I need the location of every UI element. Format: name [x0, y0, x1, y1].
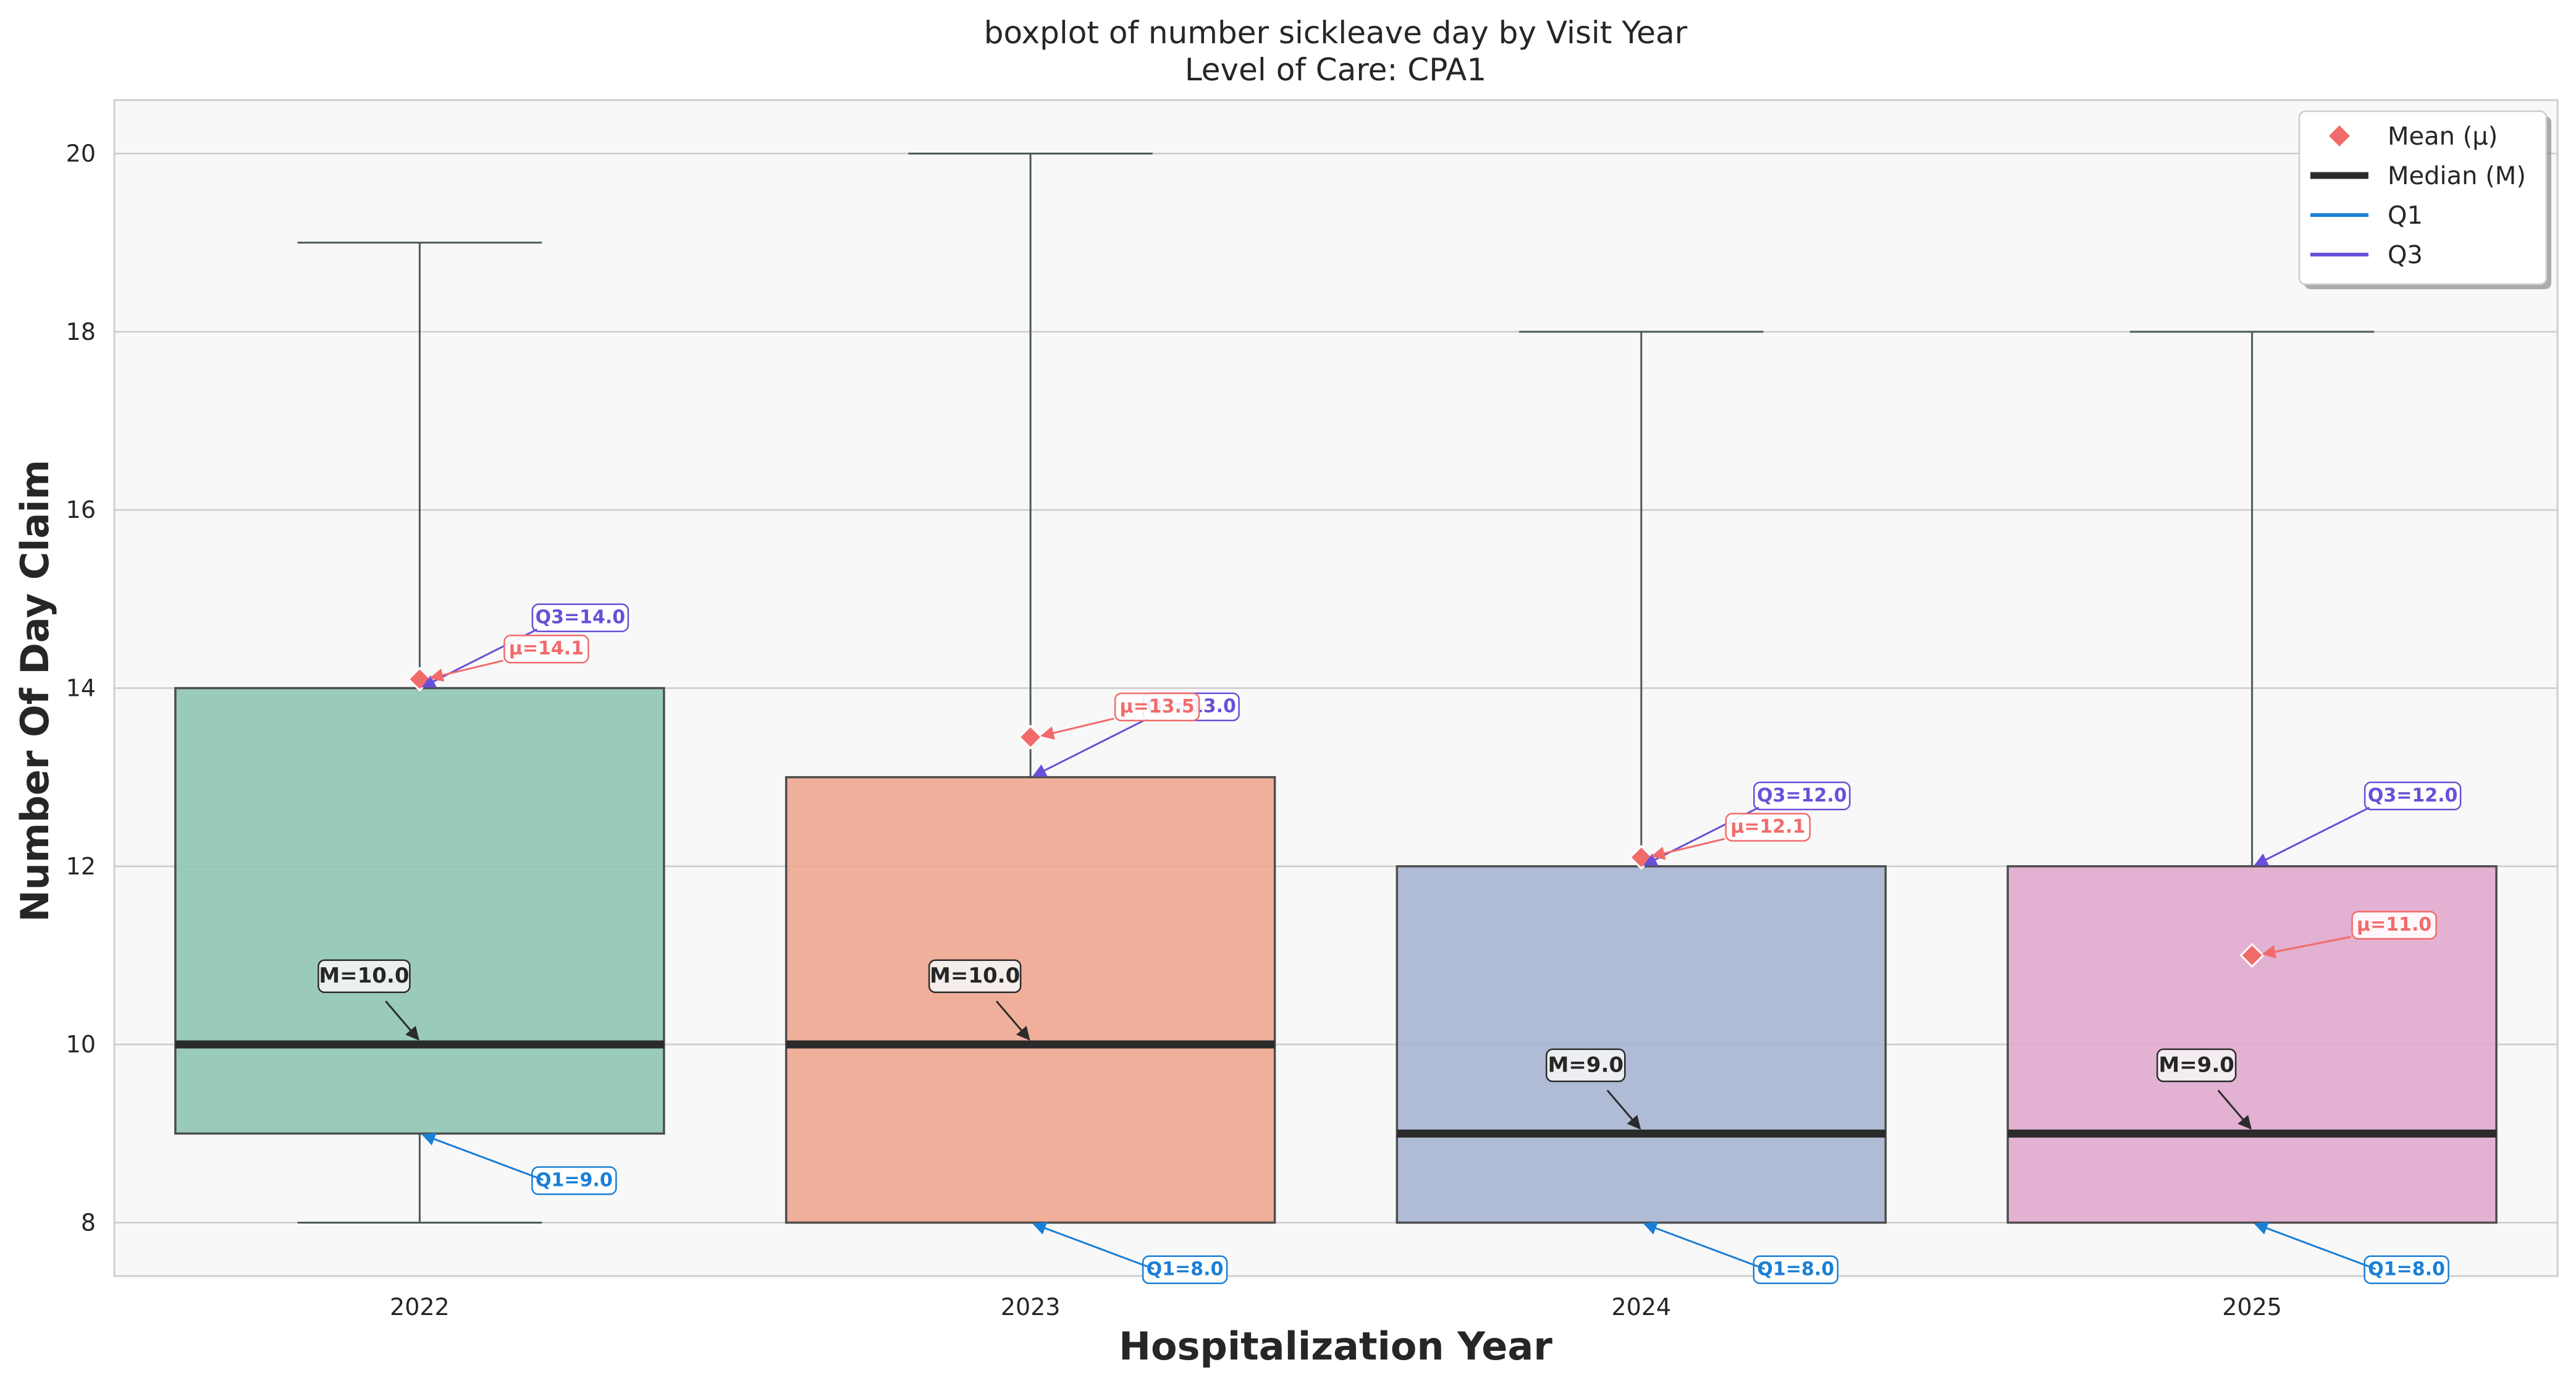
median-label-text: M=10.0	[930, 963, 1020, 988]
median-label: M=9.0	[1546, 1048, 1626, 1083]
q3-label-text: Q3=14.0	[536, 607, 626, 628]
mean-label-box	[2351, 910, 2437, 940]
mean-label: μ=11.0	[2351, 910, 2437, 940]
median-arrow	[385, 1000, 419, 1041]
mean-arrow	[1651, 837, 1725, 860]
median-label-box	[928, 959, 1022, 994]
box-2022	[174, 687, 665, 1135]
q3-label-text: Q3=12.0	[2368, 785, 2458, 806]
legend-label: Median (M)	[2388, 162, 2526, 190]
q3-label-box	[2363, 781, 2462, 811]
q1-label-text: Q1=8.0	[2368, 1259, 2445, 1280]
mean-arrow	[429, 659, 503, 682]
q1-arrow	[2254, 1222, 2376, 1270]
legend-frame	[2298, 110, 2548, 285]
q1-label: Q1=9.0	[531, 1166, 617, 1195]
legend-label: Mean (μ)	[2388, 122, 2498, 151]
mean-label-text: μ=14.1	[509, 638, 584, 659]
q3-label-text: Q3=12.0	[1757, 785, 1847, 806]
q1-label-box	[1753, 1255, 1839, 1284]
q3-label: Q3=12.0	[2363, 781, 2462, 811]
box-2024	[1395, 865, 1887, 1224]
median-arrow	[995, 1000, 1030, 1041]
x-tick-label: 2023	[1001, 1293, 1061, 1321]
mean-label-box	[1114, 692, 1200, 722]
y-axis-label: Number Of Day Claim	[12, 460, 57, 922]
median-label-box	[2156, 1048, 2237, 1083]
y-tick-label: 12	[66, 853, 96, 880]
median-arrow	[2217, 1089, 2252, 1130]
q3-label: Q3=12.0	[1753, 781, 1851, 811]
q1-label-box	[2363, 1255, 2449, 1284]
x-tick-label: 2022	[390, 1293, 450, 1321]
median-label: M=10.0	[318, 959, 411, 994]
q1-label-text: Q1=8.0	[1147, 1259, 1224, 1280]
mean-marker	[1018, 724, 1043, 750]
q1-label-box	[1142, 1255, 1228, 1284]
y-tick-label: 10	[66, 1031, 96, 1058]
q1-label-box	[531, 1166, 617, 1195]
median-label: M=9.0	[2156, 1048, 2237, 1083]
mean-arrow	[1040, 717, 1114, 740]
legend-label: Q1	[2388, 201, 2423, 230]
mean-arrow	[2262, 936, 2351, 958]
q1-label: Q1=8.0	[1753, 1255, 1839, 1284]
median-arrow	[1606, 1089, 1641, 1130]
median-label-box	[1546, 1048, 1626, 1083]
mean-label-text: μ=11.0	[2357, 914, 2431, 936]
y-tick-label: 8	[81, 1209, 96, 1237]
mean-label: μ=14.1	[503, 635, 589, 664]
q1-label: Q1=8.0	[2363, 1255, 2449, 1284]
x-axis-label: Hospitalization Year	[1119, 1324, 1552, 1369]
y-tick-label: 18	[66, 318, 96, 345]
box-2023	[785, 776, 1276, 1224]
y-tick-label: 16	[66, 496, 96, 523]
q1-label: Q1=8.0	[1142, 1255, 1228, 1284]
q1-label-text: Q1=8.0	[1757, 1259, 1835, 1280]
legend: Mean (μ) Median (M) Q1 Q3	[2298, 110, 2551, 289]
median-label-text: M=10.0	[319, 963, 409, 988]
q1-arrow	[1032, 1222, 1155, 1270]
median-label-box	[318, 959, 411, 994]
legend-mean-icon	[2329, 125, 2350, 146]
mean-label: μ=12.1	[1725, 813, 1811, 842]
median-label-text: M=9.0	[1548, 1052, 1624, 1077]
mean-label: μ=13.5	[1114, 692, 1200, 722]
y-tick-label: 20	[66, 140, 96, 167]
q1-arrow	[421, 1132, 544, 1181]
mean-label-text: μ=12.1	[1730, 816, 1805, 837]
mean-label-box	[503, 635, 589, 664]
plot-area: 8 10 12 14 16 18 20 2022 2023 2024 2025 M=10.0 Q1=9.…	[66, 99, 2559, 1321]
mean-marker	[2239, 942, 2265, 968]
mean-label-box	[1725, 813, 1811, 842]
q1-arrow	[1643, 1222, 1766, 1270]
q1-label-text: Q1=9.0	[536, 1169, 613, 1191]
q3-label: Q3=14.0	[531, 603, 629, 632]
median-label-text: M=9.0	[2158, 1052, 2234, 1077]
x-tick-label: 2024	[1612, 1293, 1672, 1321]
chart-title: boxplot of number sickleave day by Visit…	[984, 15, 1688, 51]
q3-label-box	[531, 603, 629, 632]
mean-label-text: μ=13.5	[1120, 696, 1195, 717]
q3-arrow	[2254, 806, 2370, 866]
chart-subtitle: Level of Care: CPA1	[1185, 52, 1486, 88]
y-tick-label: 14	[66, 675, 96, 702]
x-tick-label: 2025	[2222, 1293, 2282, 1321]
q3-label-box	[1753, 781, 1851, 811]
legend-label: Q3	[2388, 241, 2423, 269]
q3-arrow	[1032, 717, 1148, 777]
median-label: M=10.0	[928, 959, 1022, 994]
